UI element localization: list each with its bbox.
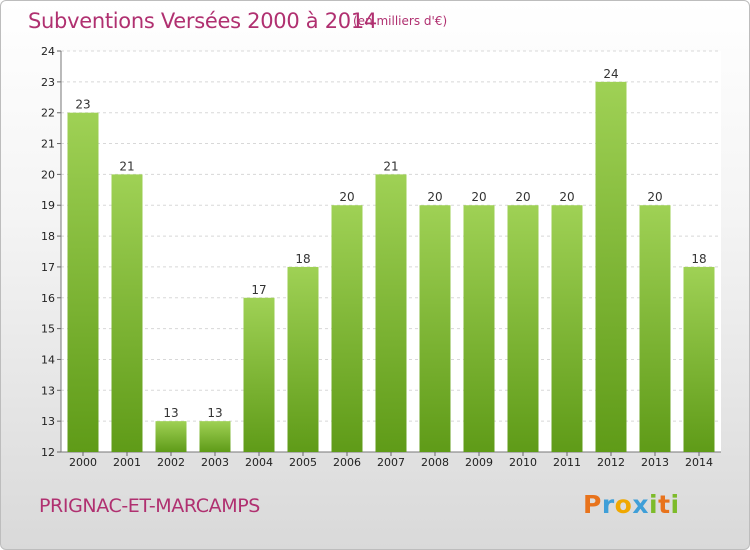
data-label: 21 <box>119 159 134 173</box>
y-tick-label: 12 <box>41 446 55 459</box>
logo-letter: t <box>658 490 671 519</box>
data-label: 18 <box>691 252 706 266</box>
x-tick-label: 2013 <box>641 456 669 469</box>
x-tick-label: 2001 <box>113 456 141 469</box>
chart-subtitle: (en milliers d'€) <box>353 14 448 28</box>
bar[interactable] <box>111 174 143 452</box>
y-tick-label: 20 <box>41 168 55 181</box>
x-tick-label: 2006 <box>333 456 361 469</box>
y-tick-label: 13 <box>41 415 55 428</box>
y-tick-label: 14 <box>41 353 55 366</box>
x-tick-label: 2009 <box>465 456 493 469</box>
data-label: 20 <box>427 190 442 204</box>
bar[interactable] <box>67 112 99 452</box>
logo-letter: x <box>632 490 649 519</box>
data-label: 20 <box>559 190 574 204</box>
y-tick-label: 15 <box>41 323 55 336</box>
bar[interactable] <box>155 421 187 452</box>
logo-letter: P <box>583 490 602 519</box>
bar[interactable] <box>375 174 407 452</box>
y-tick-label: 23 <box>41 76 55 89</box>
x-tick-label: 2012 <box>597 456 625 469</box>
data-label: 13 <box>207 406 222 420</box>
proxiti-logo[interactable]: Proxiti <box>583 490 680 519</box>
x-tick-label: 2014 <box>685 456 713 469</box>
data-label: 13 <box>163 406 178 420</box>
commune-name: PRIGNAC-ET-MARCAMPS <box>39 495 260 517</box>
data-label: 20 <box>515 190 530 204</box>
x-tick-label: 2000 <box>69 456 97 469</box>
y-tick-label: 18 <box>41 230 55 243</box>
x-tick-label: 2004 <box>245 456 273 469</box>
y-tick-label: 22 <box>41 107 55 120</box>
data-label: 24 <box>603 67 618 81</box>
bar[interactable] <box>463 205 495 452</box>
bar[interactable] <box>419 205 451 452</box>
logo-letter: r <box>601 490 615 519</box>
data-label: 17 <box>251 283 266 297</box>
bar[interactable] <box>507 205 539 452</box>
data-label: 20 <box>339 190 354 204</box>
logo-letter: o <box>614 490 633 519</box>
x-tick-label: 2002 <box>157 456 185 469</box>
y-tick-label: 19 <box>41 199 55 212</box>
y-tick-label: 21 <box>41 138 55 151</box>
logo-letter: i <box>670 490 680 519</box>
bar[interactable] <box>595 81 627 452</box>
y-tick-label: 17 <box>41 261 55 274</box>
x-tick-label: 2007 <box>377 456 405 469</box>
bar[interactable] <box>287 266 319 452</box>
y-tick-label: 16 <box>41 292 55 305</box>
bar[interactable] <box>639 205 671 452</box>
bar[interactable] <box>551 205 583 452</box>
x-tick-label: 2003 <box>201 456 229 469</box>
data-label: 20 <box>471 190 486 204</box>
data-label: 20 <box>647 190 662 204</box>
data-label: 21 <box>383 159 398 173</box>
y-tick-label: 13 <box>41 384 55 397</box>
x-tick-label: 2005 <box>289 456 317 469</box>
x-tick-label: 2011 <box>553 456 581 469</box>
bar[interactable] <box>243 297 275 452</box>
y-tick-label: 24 <box>41 45 55 58</box>
data-label: 23 <box>75 98 90 112</box>
chart-title: Subventions Versées 2000 à 2014 <box>28 9 377 33</box>
x-tick-label: 2010 <box>509 456 537 469</box>
bar[interactable] <box>331 205 363 452</box>
data-label: 18 <box>295 252 310 266</box>
logo-letter: i <box>649 490 659 519</box>
bar[interactable] <box>199 421 231 452</box>
x-tick-label: 2008 <box>421 456 449 469</box>
bar[interactable] <box>683 266 715 452</box>
